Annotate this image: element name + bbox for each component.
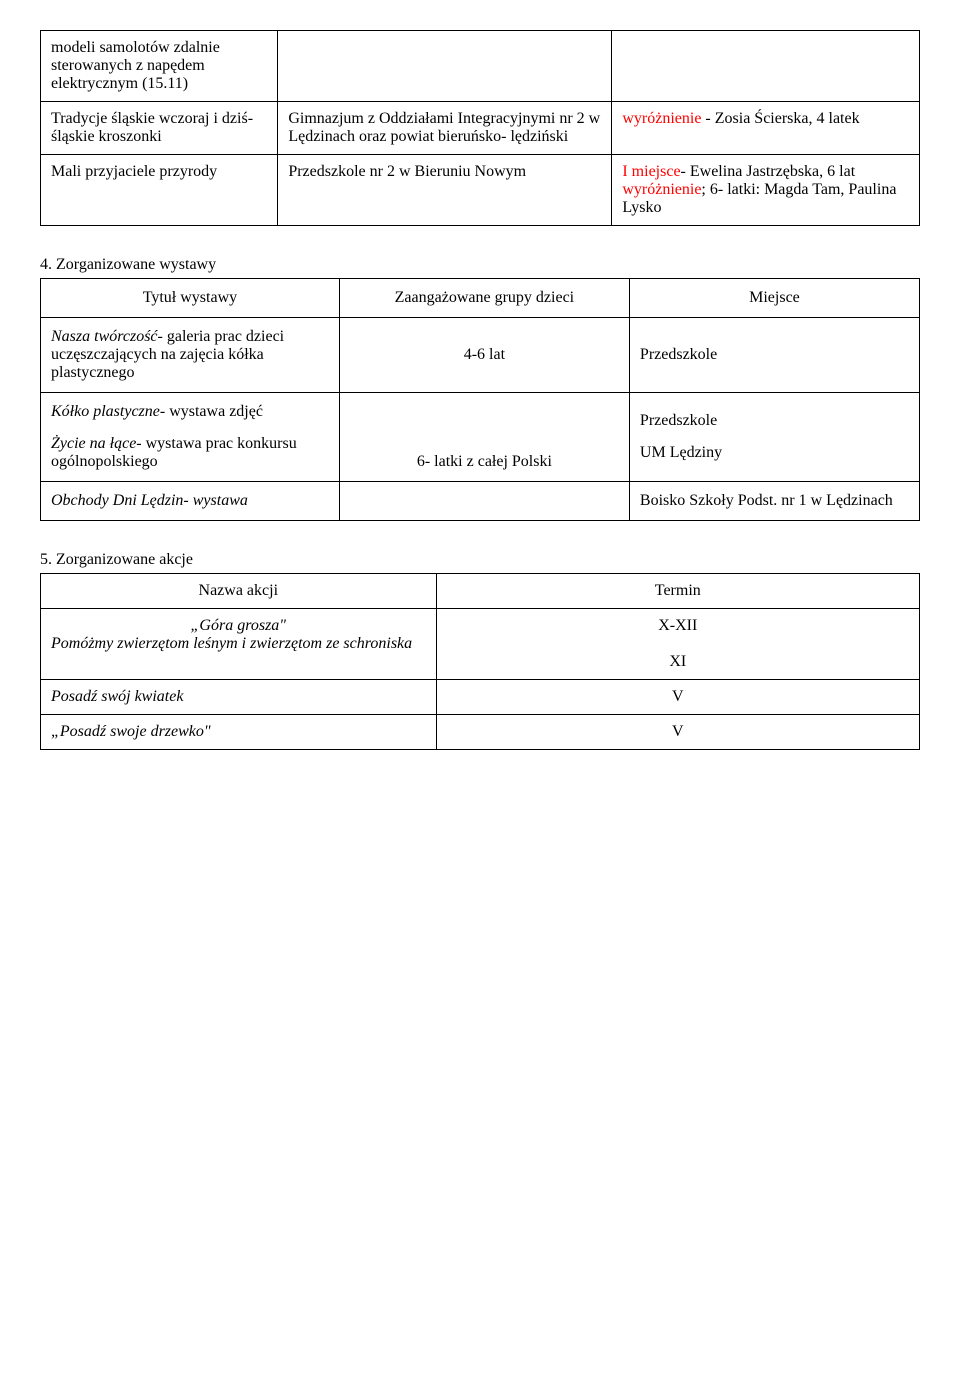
header-action-name: Nazwa akcji xyxy=(41,574,437,609)
section4-heading: 4. Zorganizowane wystawy xyxy=(40,256,920,274)
place-a: Przedszkole xyxy=(640,412,909,430)
italic-text: Pomóżmy zwierzętom leśnym i zwierzętom z… xyxy=(51,635,412,652)
italic-text: Posadź swój kwiatek xyxy=(51,688,183,705)
cell-wyroznienie: wyróżnienie - Zosia Ścierska, 4 latek xyxy=(612,102,920,155)
exhibit-title: Nasza twórczość- galeria prac dzieci ucz… xyxy=(41,318,340,393)
action-name: „Góra grosza" Pomóżmy zwierzętom leśnym … xyxy=(41,609,437,680)
action-name: „Posadź swoje drzewko" xyxy=(41,715,437,750)
cell-przedszkole: Przedszkole nr 2 w Bieruniu Nowym xyxy=(278,155,612,226)
exhibits-table: Tytuł wystawy Zaangażowane grupy dzieci … xyxy=(40,278,920,521)
table-row: Tradycje śląskie wczoraj i dziś- śląskie… xyxy=(41,102,920,155)
actions-table: Nazwa akcji Termin „Góra grosza" Pomóżmy… xyxy=(40,573,920,750)
red-text: I miejsce xyxy=(622,163,680,180)
table-row: „Góra grosza" Pomóżmy zwierzętom leśnym … xyxy=(41,609,920,680)
cell-model-planes: modeli samolotów zdalnie sterowanych z n… xyxy=(41,31,278,102)
header-place: Miejsce xyxy=(629,279,919,318)
exhibit-groups xyxy=(339,482,629,521)
cell-empty xyxy=(612,31,920,102)
table-row: Obchody Dni Lędzin- wystawa Boisko Szkoł… xyxy=(41,482,920,521)
action-term: X-XII XI xyxy=(436,609,919,680)
plain-text: - Zosia Ścierska, 4 latek xyxy=(701,110,859,127)
italic-text: „Góra grosza" xyxy=(191,617,286,634)
exhibit-groups: 6- latki z całej Polski xyxy=(339,393,629,482)
table-row: modeli samolotów zdalnie sterowanych z n… xyxy=(41,31,920,102)
action-term: V xyxy=(436,715,919,750)
header-groups: Zaangażowane grupy dzieci xyxy=(339,279,629,318)
red-text: wyróżnienie xyxy=(622,110,701,127)
italic-text: Kółko plastyczne xyxy=(51,403,160,420)
table-header-row: Tytuł wystawy Zaangażowane grupy dzieci … xyxy=(41,279,920,318)
italic-text: Życie na łące xyxy=(51,435,136,452)
table-row: Mali przyjaciele przyrody Przedszkole nr… xyxy=(41,155,920,226)
cell-results: I miejsce- Ewelina Jastrzębska, 6 lat wy… xyxy=(612,155,920,226)
term-a: X-XII xyxy=(447,617,909,635)
italic-text: Nasza twórczość xyxy=(51,328,158,345)
term-b: XI xyxy=(447,653,909,671)
table-row: Kółko plastyczne- wystawa zdjęć Życie na… xyxy=(41,393,920,482)
table-row: „Posadź swoje drzewko" V xyxy=(41,715,920,750)
exhibit-place: Przedszkole xyxy=(629,318,919,393)
header-term: Termin xyxy=(436,574,919,609)
exhibit-place: Boisko Szkoły Podst. nr 1 w Lędzinach xyxy=(629,482,919,521)
red-text: wyróżnienie xyxy=(622,181,701,198)
table-header-row: Nazwa akcji Termin xyxy=(41,574,920,609)
place-b: UM Lędziny xyxy=(640,444,909,462)
exhibit-title: Kółko plastyczne- wystawa zdjęć Życie na… xyxy=(41,393,340,482)
table-row: Nasza twórczość- galeria prac dzieci ucz… xyxy=(41,318,920,393)
exhibit-place: Przedszkole UM Lędziny xyxy=(629,393,919,482)
header-title: Tytuł wystawy xyxy=(41,279,340,318)
cell-tradycje: Tradycje śląskie wczoraj i dziś- śląskie… xyxy=(41,102,278,155)
section5-heading: 5. Zorganizowane akcje xyxy=(40,551,920,569)
italic-text: Obchody Dni Lędzin- wystawa xyxy=(51,492,248,509)
italic-text: „Posadź swoje drzewko" xyxy=(51,723,211,740)
table-row: Posadź swój kwiatek V xyxy=(41,680,920,715)
action-name: Posadź swój kwiatek xyxy=(41,680,437,715)
plain-text: - Ewelina Jastrzębska, 6 lat xyxy=(681,163,856,180)
cell-gimnazjum: Gimnazjum z Oddziałami Integracyjnymi nr… xyxy=(278,102,612,155)
competitions-table: modeli samolotów zdalnie sterowanych z n… xyxy=(40,30,920,226)
cell-mali-przyjaciele: Mali przyjaciele przyrody xyxy=(41,155,278,226)
plain-text: - wystawa zdjęć xyxy=(160,403,263,420)
cell-empty xyxy=(278,31,612,102)
exhibit-groups: 4-6 lat xyxy=(339,318,629,393)
exhibit-title: Obchody Dni Lędzin- wystawa xyxy=(41,482,340,521)
action-term: V xyxy=(436,680,919,715)
